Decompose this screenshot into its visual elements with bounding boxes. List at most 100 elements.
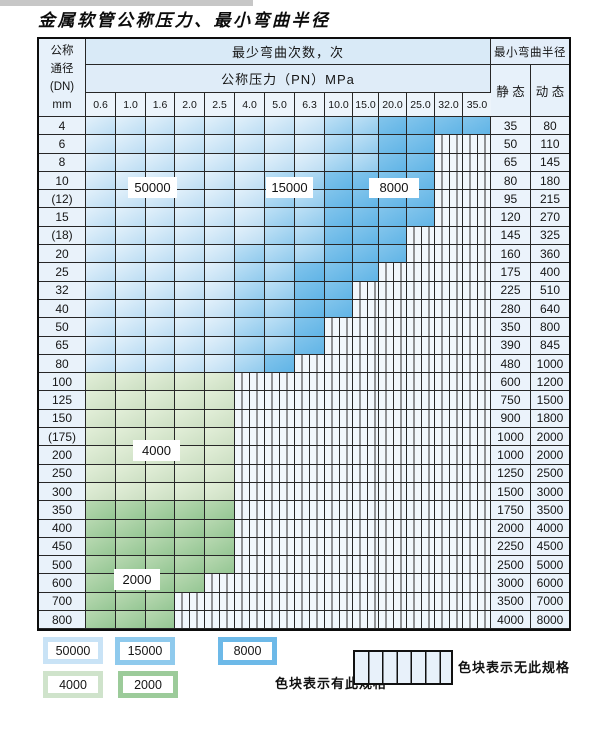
pn-cell-2.0 xyxy=(175,318,205,337)
pn-cell-10.0 xyxy=(325,299,353,319)
pn-cell-no-spec-10.0 xyxy=(325,318,353,337)
pn-cell-2.5 xyxy=(205,117,235,136)
pn-cell-1.6 xyxy=(146,482,175,502)
header-dn-line1: 公称 xyxy=(50,44,74,57)
dn-label: 15 xyxy=(39,208,86,227)
legend-swatch-value-8000: 8000 xyxy=(223,642,272,660)
pn-cell-5.0 xyxy=(265,318,295,337)
pn-cell-20.0 xyxy=(379,226,407,246)
pn-header-5.0: 5.0 xyxy=(265,93,295,117)
pn-cell-no-spec-25.0 xyxy=(407,299,435,319)
pn-cell-no-spec-6.3 xyxy=(295,464,325,483)
pn-cell-4.0 xyxy=(235,318,265,337)
pn-cell-5.0 xyxy=(265,263,295,282)
pn-cell-no-spec-35.0 xyxy=(463,464,491,483)
static-radius-value: 175 xyxy=(491,263,531,282)
legend-swatch-15000: 15000 xyxy=(115,637,175,665)
pn-cell-2.5 xyxy=(205,318,235,337)
pn-cell-no-spec-20.0 xyxy=(379,281,407,300)
table-row-dn-250: 250 1250 2500 xyxy=(39,464,569,483)
table-row-dn-50: 50 350 800 xyxy=(39,318,569,337)
pn-cell-no-spec-10.0 xyxy=(325,519,353,538)
pn-cell-no-spec-32.0 xyxy=(435,391,463,410)
table-row-dn-700: 700 3500 7000 xyxy=(39,592,569,612)
pn-cell-no-spec-35.0 xyxy=(463,354,491,374)
pn-cell-0.6 xyxy=(86,281,116,300)
pn-cell-1.0 xyxy=(116,501,146,520)
dn-label: 25 xyxy=(39,263,86,282)
header-nominal-pressure: 公称压力（PN）MPa xyxy=(86,65,491,93)
pn-cell-2.5 xyxy=(205,501,235,520)
table-row-dn-6: 6 50 110 xyxy=(39,135,569,154)
table-row-dn-18: (18) 145 325 xyxy=(39,226,569,246)
header-static: 静 态 xyxy=(491,65,531,117)
static-radius-value: 80 xyxy=(491,171,531,191)
dynamic-radius-value: 6000 xyxy=(531,574,569,593)
pn-cell-no-spec-10.0 xyxy=(325,556,353,575)
dn-label: 500 xyxy=(39,556,86,575)
dynamic-radius-value: 510 xyxy=(531,281,569,300)
pn-cell-no-spec-32.0 xyxy=(435,611,463,630)
dynamic-radius-value: 80 xyxy=(531,117,569,136)
pn-cell-4.0 xyxy=(235,171,265,191)
static-radius-value: 4000 xyxy=(491,611,531,630)
pn-cell-1.0 xyxy=(116,245,146,264)
pn-cell-1.6 xyxy=(146,245,175,264)
dn-label: 40 xyxy=(39,299,86,319)
pn-cell-no-spec-32.0 xyxy=(435,556,463,575)
pn-cell-10.0 xyxy=(325,135,353,154)
pn-cell-no-spec-6.3 xyxy=(295,519,325,538)
header-min-bend-radius: 最小弯曲半径 xyxy=(491,39,569,65)
table-row-dn-500: 500 2500 5000 xyxy=(39,556,569,575)
pn-cell-no-spec-10.0 xyxy=(325,446,353,465)
header-dynamic: 动 态 xyxy=(531,65,569,117)
pn-cell-2.0 xyxy=(175,373,205,392)
pn-cell-no-spec-4.0 xyxy=(235,446,265,465)
pn-cell-15.0 xyxy=(353,117,379,136)
table-row-dn-40: 40 280 640 xyxy=(39,299,569,319)
pn-cell-no-spec-5.0 xyxy=(265,482,295,502)
pn-cell-no-spec-15.0 xyxy=(353,318,379,337)
pn-cell-10.0 xyxy=(325,190,353,209)
pn-cell-no-spec-32.0 xyxy=(435,501,463,520)
pn-cell-2.0 xyxy=(175,299,205,319)
pn-cell-no-spec-32.0 xyxy=(435,482,463,502)
pn-cell-no-spec-20.0 xyxy=(379,336,407,355)
pn-cell-no-spec-4.0 xyxy=(235,537,265,557)
pn-cell-5.0 xyxy=(265,281,295,300)
pn-cell-no-spec-35.0 xyxy=(463,428,491,447)
pn-cell-no-spec-6.3 xyxy=(295,446,325,465)
pn-cell-2.5 xyxy=(205,171,235,191)
pn-cell-no-spec-5.0 xyxy=(265,556,295,575)
static-radius-value: 280 xyxy=(491,299,531,319)
static-radius-value: 1250 xyxy=(491,464,531,483)
static-radius-value: 145 xyxy=(491,226,531,246)
pn-cell-1.6 xyxy=(146,318,175,337)
pn-cell-1.6 xyxy=(146,153,175,172)
dn-label: 125 xyxy=(39,391,86,410)
pn-cell-no-spec-20.0 xyxy=(379,409,407,429)
pn-cell-no-spec-25.0 xyxy=(407,281,435,300)
pn-cell-no-spec-15.0 xyxy=(353,482,379,502)
pn-cell-no-spec-2.0 xyxy=(175,592,205,612)
pn-header-2.5: 2.5 xyxy=(205,93,235,117)
pn-cell-6.3 xyxy=(295,299,325,319)
pn-cell-no-spec-20.0 xyxy=(379,537,407,557)
table-row-dn-200: 200 1000 2000 xyxy=(39,446,569,465)
header-dn-line4: mm xyxy=(52,98,72,111)
pn-cell-2.5 xyxy=(205,446,235,465)
pn-cell-no-spec-20.0 xyxy=(379,574,407,593)
pn-cell-no-spec-5.0 xyxy=(265,428,295,447)
pn-cell-no-spec-32.0 xyxy=(435,281,463,300)
dn-label: (18) xyxy=(39,226,86,246)
dn-label: 4 xyxy=(39,117,86,136)
pn-cell-no-spec-32.0 xyxy=(435,537,463,557)
pn-cell-no-spec-6.3 xyxy=(295,556,325,575)
pn-cell-no-spec-20.0 xyxy=(379,354,407,374)
pn-cell-2.5 xyxy=(205,537,235,557)
pn-cell-no-spec-25.0 xyxy=(407,482,435,502)
dn-label: 80 xyxy=(39,354,86,374)
pn-cell-6.3 xyxy=(295,245,325,264)
pn-cell-2.0 xyxy=(175,281,205,300)
pn-cell-1.6 xyxy=(146,263,175,282)
